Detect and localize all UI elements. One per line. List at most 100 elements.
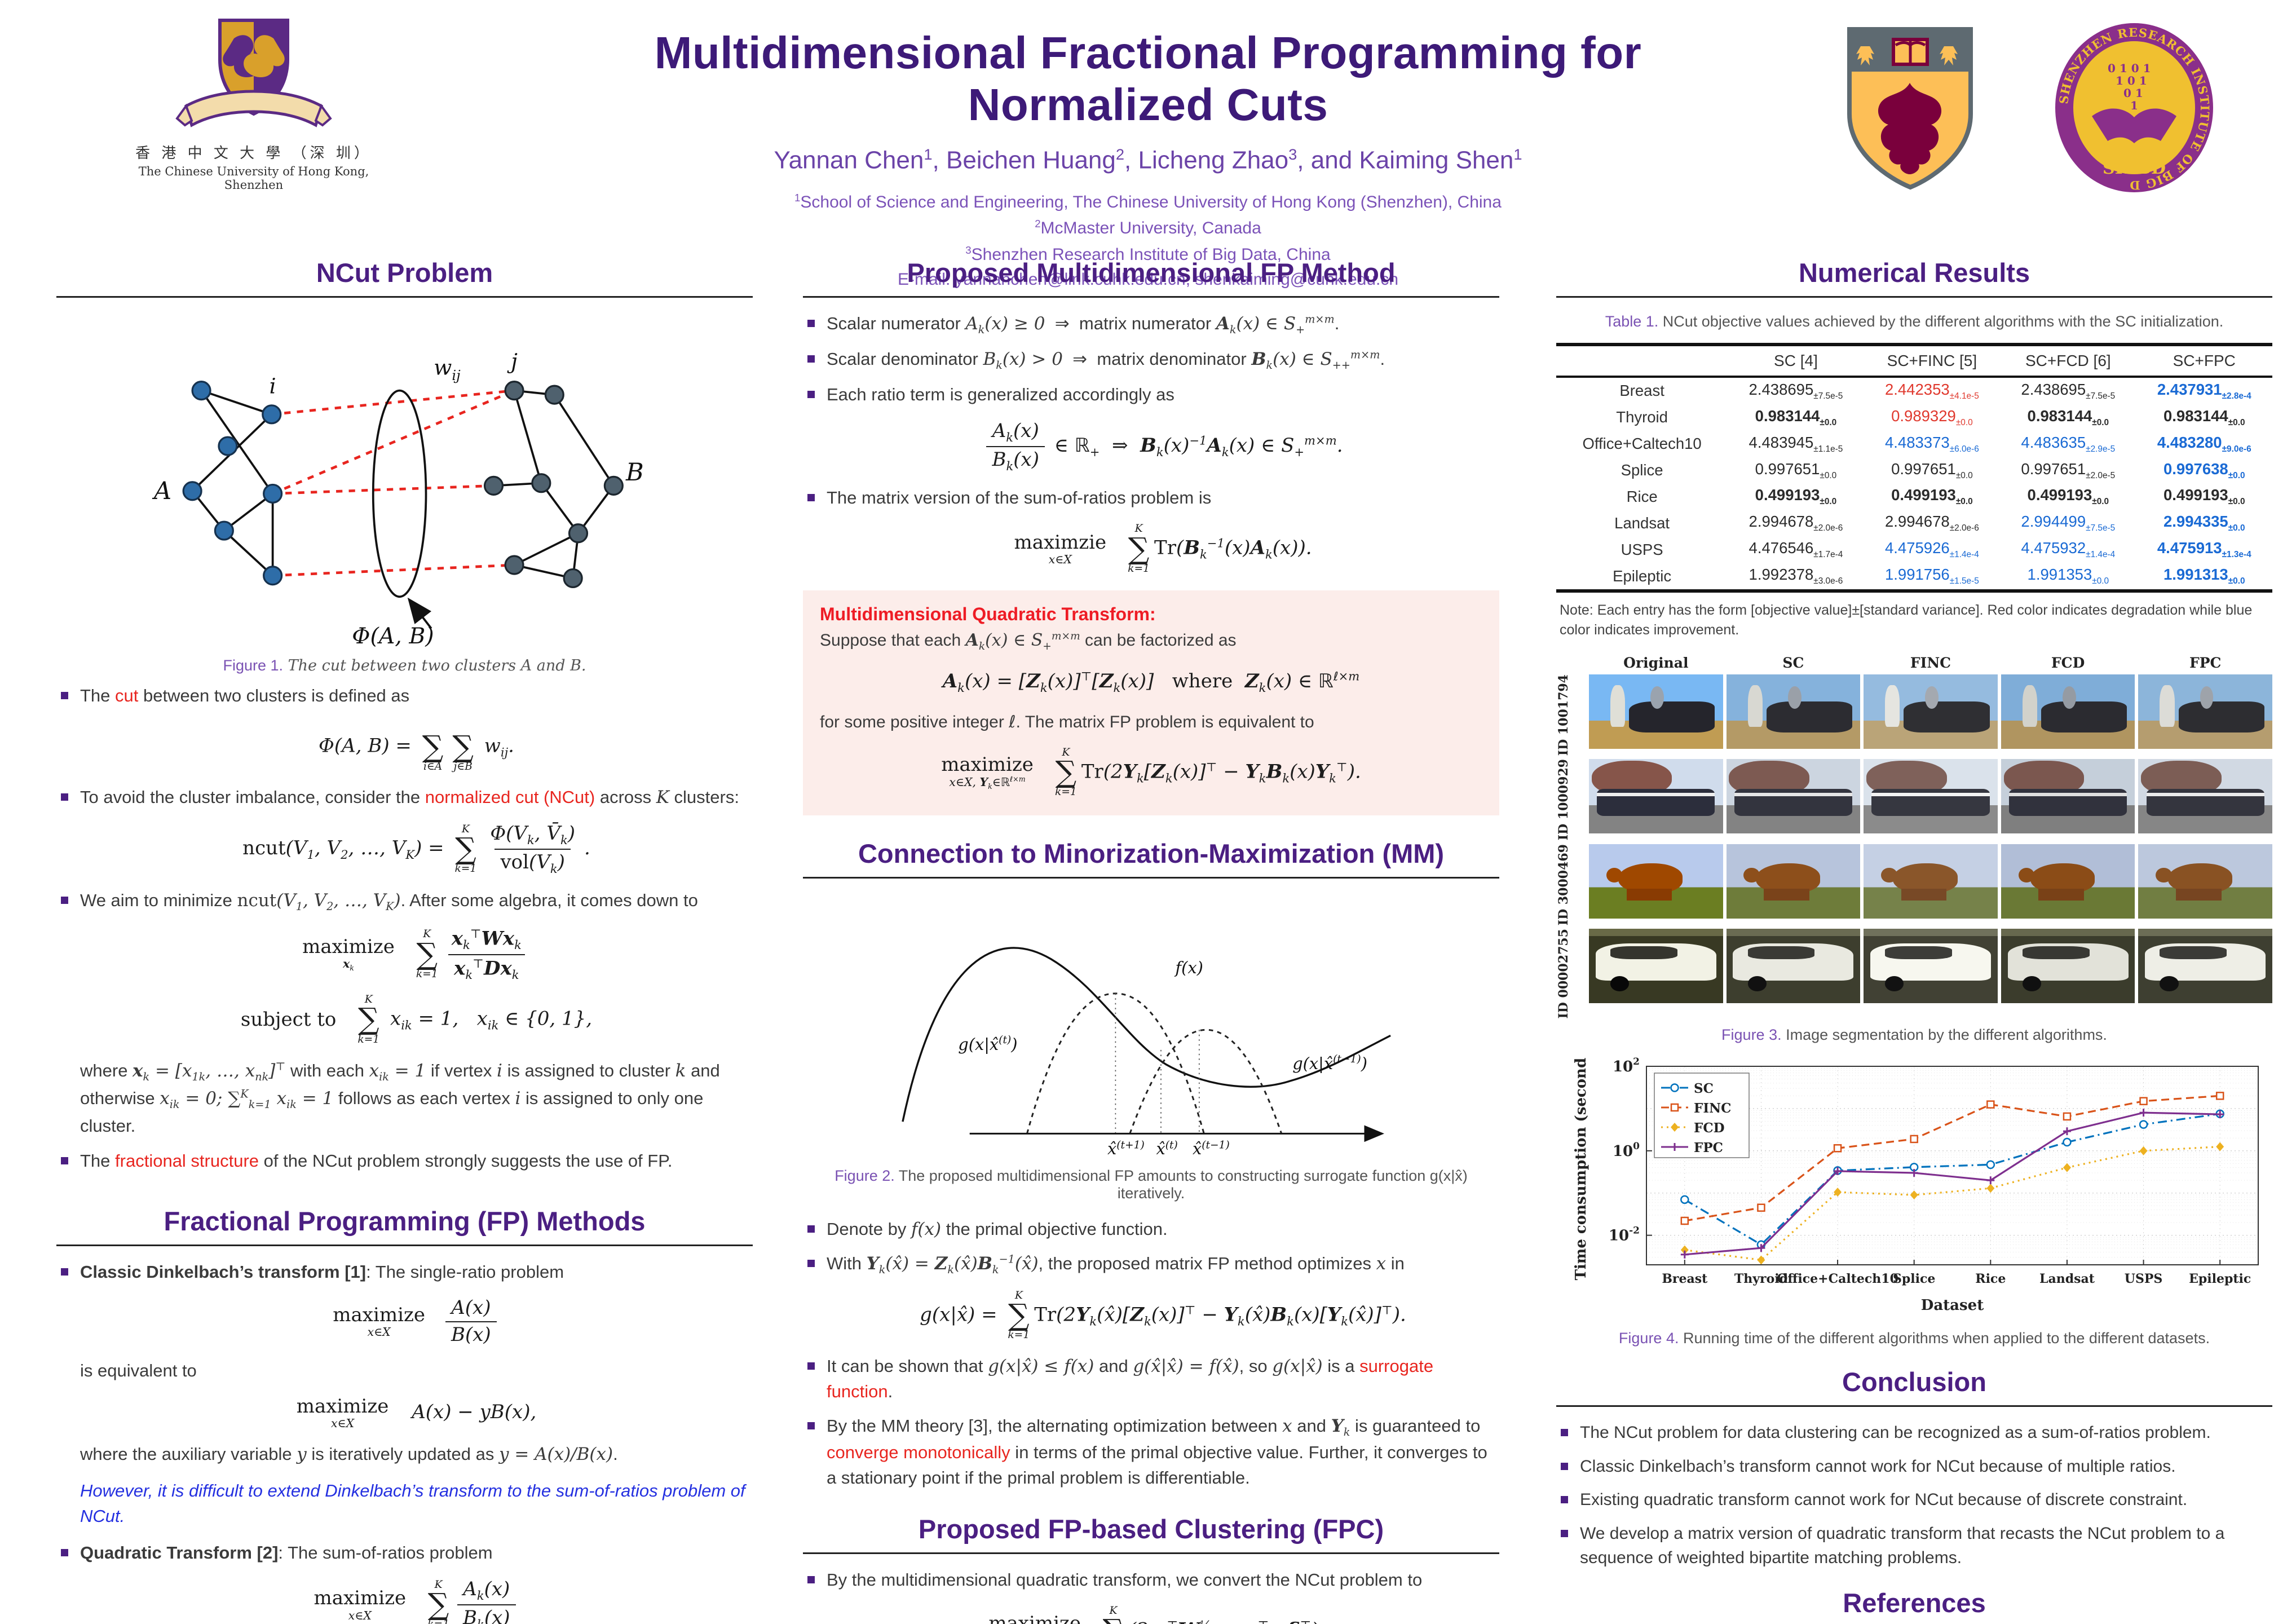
- seg-row-label: ID 1001794: [1556, 674, 1571, 756]
- segmented-image: [2138, 674, 2272, 749]
- cuhk-shield-icon: [175, 19, 332, 127]
- table-row: Landsat 2.994678±2.0e-6 2.994678±2.0e-6 2.9…: [1556, 510, 2272, 536]
- figure-2: f(x) g(x|x̂(t)) g(x|x̂(t−1)) x̂(t+1) x̂(…: [803, 892, 1499, 1202]
- svg-text:Splice: Splice: [1893, 1272, 1935, 1286]
- equation-matrix-ratio: Ak(x) Bk(x) ∈ ℝ+ ⇒ Bk(x)−1Ak(x) ∈ S+m×m.: [827, 420, 1499, 473]
- conclusion-item: Existing quadratic transform cannot work…: [1556, 1488, 2272, 1512]
- sribd-name-text: SRIBD: [2103, 158, 2166, 178]
- objective-cell: 4.475926±1.4e-4: [1884, 539, 1979, 560]
- segmented-image: [1864, 844, 1998, 919]
- equation-ncut: ncut(V1, V2, …, VK) = K ∑ k=1 Φ(Vk, V̄k) vol…: [242, 822, 590, 876]
- conclusion-item: We develop a matrix version of quadratic…: [1556, 1521, 2272, 1570]
- svg-text:Breast: Breast: [1662, 1272, 1708, 1286]
- bullet-cut-definition: The cut between two clusters is defined …: [56, 683, 753, 773]
- svg-text:Epileptic: Epileptic: [2189, 1272, 2251, 1286]
- equation-ncut-constraint: subject to K ∑ k=1 xik = 1, xik ∈ {0, 1},: [240, 993, 593, 1045]
- dataset-name: Epileptic: [1613, 567, 1672, 585]
- section-title-mm: Connection to Minorization-Maximization …: [858, 838, 1445, 868]
- col-fcd: SC+FCD [6]: [2000, 344, 2136, 378]
- section-title-references: References: [1843, 1587, 1986, 1618]
- figure-2-caption: Figure 2. The proposed multidimensional …: [834, 1167, 1468, 1202]
- objective-cell: 0.997638±0.0: [2163, 460, 2245, 480]
- objective-cell: 4.483945±1.1e-5: [1749, 433, 1843, 454]
- seg-row-label: ID 3000469: [1556, 844, 1571, 925]
- segmented-image: [1589, 844, 1723, 919]
- sribd-seal-icon: SHENZHEN RESEARCH INSTITUTE OF BIG DATA …: [2041, 9, 2213, 192]
- segmented-image: [1589, 928, 1723, 1003]
- mm-surrogate-figure: f(x) g(x|x̂(t)) g(x|x̂(t−1)) x̂(t+1) x̂(…: [901, 946, 1391, 1158]
- objective-cell: 2.437931±2.8e-4: [2157, 380, 2251, 401]
- objective-cell: 2.994335±0.0: [2163, 513, 2245, 533]
- figure-4: Breast Thyroid Office+Caltech10 Splice Rice L…: [1556, 1051, 2272, 1347]
- affiliation-3: 3Shenzhen Research Institute of Big Data…: [965, 244, 1331, 264]
- column-results: Numerical Results Table 1. NCut objectiv…: [1556, 242, 2272, 1624]
- table-header-row: SC [4] SC+FINC [5] SC+FCD [6] SC+FPC: [1556, 344, 2272, 378]
- label-xt-1: x̂(t−1): [1192, 1139, 1229, 1158]
- objective-cell: 2.994678±2.0e-6: [1884, 513, 1979, 533]
- figure-1-caption: Figure 1. The cut between two clusters A…: [223, 657, 586, 674]
- bullet-mm-theory: By the MM theory [3], the alternating op…: [803, 1414, 1499, 1491]
- segmented-image: [1864, 674, 1998, 749]
- col-finc: SC+FINC [5]: [1864, 344, 2001, 378]
- svg-text:Rice: Rice: [1975, 1272, 2006, 1286]
- svg-text:0 1: 0 1: [2123, 86, 2143, 100]
- section-title-fpc: Proposed FP-based Clustering (FPC): [918, 1513, 1384, 1544]
- dataset-name: USPS: [1621, 540, 1663, 558]
- label-cluster-b: B: [625, 458, 643, 487]
- section-title-fp: Fractional Programming (FP) Methods: [164, 1206, 646, 1236]
- objective-cell: 0.499193±0.0: [2027, 486, 2109, 507]
- svg-text:SC: SC: [1694, 1081, 1714, 1096]
- equation-matrix-quadratic: maximize x∈X, Yk∈ℝℓ×m K ∑ k=1 Tr(2Yk[Zk(x)]⊤ …: [941, 746, 1361, 798]
- svg-text:0 1 0 1: 0 1 0 1: [2108, 61, 2151, 75]
- series-sc: [1684, 1113, 2220, 1246]
- authors-line: Yannan Chen1, Beichen Huang2, Licheng Zh…: [774, 145, 1522, 174]
- seg-col-header: FCD: [2051, 655, 2085, 672]
- label-xt: x̂(t): [1156, 1139, 1177, 1158]
- objective-cell: 4.475913±1.3e-4: [2157, 539, 2251, 560]
- table-row: Epileptic 1.992378±3.0e-6 1.991756±1.5e-5 1…: [1556, 563, 2272, 591]
- table-row: Thyroid 0.983144±0.0 0.989329±0.0 0.983144±…: [1556, 404, 2272, 431]
- section-title-method: Proposed Multidimensional FP Method: [907, 258, 1396, 288]
- segmented-image: [1589, 759, 1723, 834]
- dataset-name: Landsat: [1614, 514, 1670, 532]
- section-title-ncut: NCut Problem: [316, 258, 493, 288]
- objective-cell: 0.499193±0.0: [1891, 486, 1973, 507]
- seg-col-header: FINC: [1910, 655, 1951, 672]
- svg-text:USPS: USPS: [2125, 1272, 2163, 1286]
- column-method: Proposed Multidimensional FP Method Scal…: [803, 242, 1499, 1624]
- segmented-image: [1726, 844, 1861, 919]
- table-row: Office+Caltech10 4.483945±1.1e-5 4.483373±…: [1556, 431, 2272, 457]
- objective-cell: 0.997651±0.0: [1755, 460, 1837, 480]
- segmented-image: [1726, 674, 1861, 749]
- email-line: E-mail: yannanchen@link.cuhk.edu.cn; she…: [897, 270, 1399, 289]
- section-title-results: Numerical Results: [1798, 258, 2030, 288]
- bullet-ncut: To avoid the cluster imbalance, consider…: [56, 785, 753, 876]
- svg-text:FCD: FCD: [1694, 1120, 1725, 1136]
- label-g-t: g(x|x̂(t)): [958, 1034, 1017, 1054]
- label-cluster-a: A: [152, 477, 171, 505]
- segmented-image: [2138, 759, 2272, 834]
- objective-cell: 0.997651±0.0: [1891, 460, 1973, 480]
- poster-title: Multidimensional Fractional Programming …: [654, 28, 1642, 130]
- equation-matrix-fp: maximzie x∈X K ∑ k=1 Tr(Bk−1(x)Ak(x)).: [1014, 523, 1312, 575]
- objective-cell: 2.442353±4.1e-5: [1884, 380, 1979, 401]
- objective-cell: 0.983144±0.0: [2027, 407, 2109, 427]
- bullet-matrix-version: The matrix version of the sum-of-ratios …: [803, 486, 1499, 575]
- objective-cell: 4.475932±1.4e-4: [2021, 539, 2116, 560]
- equation-factorization: Ak(x) = [Zk(x)]⊤[Zk(x)] where Zk(x) ∈ ℝℓ…: [942, 669, 1360, 695]
- svg-text:Landsat: Landsat: [2039, 1272, 2095, 1286]
- table-row: Splice 0.997651±0.0 0.997651±0.0 0.997651±2…: [1556, 457, 2272, 484]
- seg-row-label: ID 1000929: [1556, 759, 1571, 841]
- paragraph-where: where xk = [x1k, …, xnk]⊤ with each xik …: [80, 1060, 720, 1136]
- segmented-image: [2001, 674, 2135, 749]
- label-fx: f(x): [1174, 958, 1203, 977]
- results-table-body: Breast 2.438695±7.5e-5 2.442353±4.1e-5 2.43…: [1556, 377, 2272, 591]
- column-ncut: NCut Problem: [56, 242, 753, 1624]
- objective-cell: 0.997651±2.0e-5: [2021, 460, 2116, 480]
- cuhk-name-cn: 香 港 中 文 大 學 （深 圳）: [135, 145, 372, 162]
- dataset-name: Splice: [1621, 461, 1663, 479]
- objective-cell: 1.991756±1.5e-5: [1884, 566, 1979, 586]
- objective-cell: 0.983144±0.0: [1755, 407, 1837, 427]
